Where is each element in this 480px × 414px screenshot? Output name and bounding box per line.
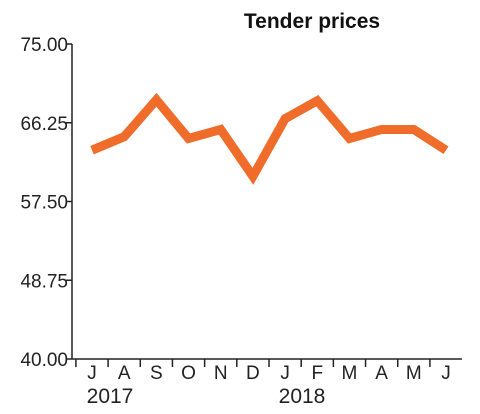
chart-title: Tender prices <box>244 10 380 33</box>
y-tick-label: 48.75 <box>20 271 68 292</box>
series-layer <box>90 92 449 185</box>
x-tick-label: N <box>214 363 228 384</box>
x-tick-label: J <box>87 363 97 384</box>
x-tick-label: D <box>246 363 260 384</box>
y-axis: 75.00 66.25 57.50 48.75 40.00 <box>20 35 73 371</box>
x-tick-label: S <box>150 363 163 384</box>
y-tick-label: 66.25 <box>20 114 68 135</box>
x-tick-label: M <box>406 363 422 384</box>
x-tick-label: M <box>342 363 358 384</box>
series-line <box>90 92 449 185</box>
x-tick-label: A <box>118 363 131 384</box>
y-tick-label: 57.50 <box>20 193 68 214</box>
year-label: 2018 <box>279 385 326 408</box>
x-tick-label: J <box>441 363 451 384</box>
y-tick-label: 40.00 <box>20 350 68 371</box>
x-tick-label: J <box>280 363 290 384</box>
x-tick-label: A <box>375 363 388 384</box>
year-label: 2017 <box>87 385 134 408</box>
x-tick-label: F <box>311 363 323 384</box>
x-tick-label: O <box>181 363 196 384</box>
y-tick-label: 75.00 <box>20 35 68 56</box>
